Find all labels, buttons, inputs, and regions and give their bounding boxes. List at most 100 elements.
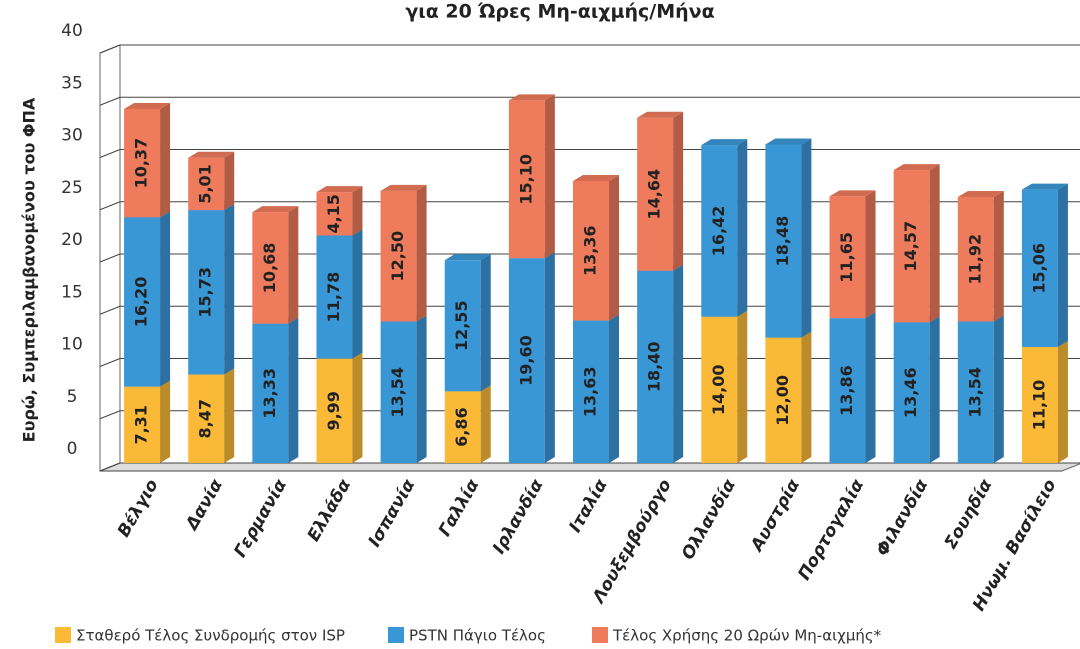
- bar-segment: [508, 252, 555, 463]
- data-label: 16,42: [709, 206, 728, 257]
- data-label: 15,73: [196, 267, 215, 318]
- bar-segment: [316, 186, 363, 236]
- grid-line: [99, 201, 121, 211]
- bar-segment: [252, 317, 299, 463]
- bar-top: [893, 164, 940, 171]
- bar-face: [893, 322, 930, 463]
- bar-side: [737, 139, 748, 317]
- grid-line: [99, 253, 121, 263]
- legend-label: Σταθερό Τέλος Συνδρομής στον ISP: [76, 627, 345, 645]
- data-label: 19,60: [516, 335, 535, 386]
- data-label: 14,00: [709, 365, 728, 416]
- bar-segment: [124, 380, 171, 463]
- x-tick-label: Σουηδία: [941, 476, 997, 553]
- bar-face: [637, 117, 674, 271]
- y-tick-label: 30: [61, 126, 83, 146]
- y-tick-label: 5: [67, 387, 78, 407]
- data-label: 11,92: [965, 234, 984, 285]
- x-tick-label: Βέλγιο: [114, 476, 163, 541]
- bar-face: [508, 100, 545, 259]
- data-label: 13,36: [581, 225, 600, 276]
- bar-segment: [444, 254, 491, 392]
- data-label: 10,68: [260, 243, 279, 294]
- bar-segment: [316, 352, 363, 463]
- chart-title: για 20 Ώρες Μη-αιχμής/Μήνα: [405, 1, 714, 23]
- bar-segment: [701, 139, 748, 317]
- bar-side: [480, 254, 491, 392]
- bar-face: [188, 374, 225, 463]
- grid-line: [99, 410, 121, 420]
- bar-top: [957, 190, 1004, 197]
- data-label: 5,01: [196, 164, 215, 203]
- x-tick-label: Πορτογαλία: [794, 476, 868, 584]
- bar-side: [801, 138, 812, 338]
- bar-face: [701, 316, 738, 463]
- bar-side: [160, 102, 171, 218]
- bar-top: [252, 206, 299, 213]
- bar-segment: [893, 164, 940, 323]
- bar-segment: [637, 111, 684, 271]
- bar-side: [737, 310, 748, 463]
- legend-swatch: [55, 627, 71, 643]
- bar-face: [893, 170, 930, 323]
- bar-side: [160, 380, 171, 463]
- y-axis-label: Ευρώ, Συμπεριλαμβανομένου του ΦΠΑ: [20, 97, 39, 442]
- bar-side: [160, 211, 171, 387]
- data-label: 14,64: [645, 169, 664, 220]
- legend-swatch: [592, 627, 608, 643]
- y-tick-label: 20: [61, 230, 83, 250]
- data-label: 6,86: [452, 407, 471, 446]
- bar-face: [508, 258, 545, 463]
- bar-segment: [124, 102, 171, 218]
- y-tick-label: 40: [61, 21, 83, 41]
- x-tick-label: Ολλανδία: [678, 476, 740, 564]
- bar-segment: [380, 184, 427, 322]
- grid-line: [99, 358, 121, 367]
- bar-side: [224, 204, 235, 375]
- bar-face: [957, 196, 994, 322]
- data-label: 18,48: [773, 216, 792, 267]
- bar-side: [224, 368, 235, 463]
- bar-face: [252, 323, 289, 463]
- floor: [99, 462, 1080, 472]
- bar-segment: [188, 151, 235, 211]
- bar-segment: [637, 264, 684, 463]
- data-label: 13,86: [837, 365, 856, 416]
- data-label: 15,10: [516, 154, 535, 205]
- bar-segment: [829, 312, 876, 463]
- bar-segment: [893, 316, 940, 463]
- bar-side: [865, 190, 876, 319]
- bar-side: [993, 190, 1004, 322]
- data-label: 13,54: [965, 367, 984, 418]
- bar-top: [573, 174, 619, 181]
- bar-segment: [1021, 183, 1068, 348]
- bar-top: [316, 186, 363, 193]
- bar-side: [352, 186, 363, 236]
- bar-side: [609, 174, 619, 321]
- data-label: 16,20: [132, 277, 151, 328]
- data-label: 12,00: [773, 375, 792, 426]
- bar-face: [829, 196, 866, 319]
- bar-face: [765, 144, 802, 338]
- bar-side: [416, 315, 427, 463]
- bar-segment: [573, 174, 619, 321]
- grid-line: [99, 149, 121, 158]
- data-label: 12,55: [452, 300, 471, 351]
- bar-top: [444, 254, 491, 261]
- bar-face: [316, 235, 353, 359]
- x-tick-label: Γαλλία: [435, 476, 484, 540]
- data-label: 11,78: [324, 272, 343, 323]
- bar-top: [1021, 183, 1068, 190]
- legend-label: Τέλος Χρήσης 20 Ωρών Μη-αιχμής*: [612, 627, 882, 645]
- bar-face: [1021, 347, 1058, 463]
- bar-side: [224, 151, 235, 211]
- x-tick-label: Γερμανία: [230, 476, 291, 561]
- data-label: 13,63: [581, 366, 600, 417]
- data-label: 4,15: [324, 194, 343, 233]
- data-label: 18,40: [645, 342, 664, 393]
- data-label: 10,37: [132, 138, 151, 189]
- bar-side: [993, 315, 1004, 463]
- bar-segment: [1021, 341, 1068, 463]
- bar-side: [480, 385, 491, 463]
